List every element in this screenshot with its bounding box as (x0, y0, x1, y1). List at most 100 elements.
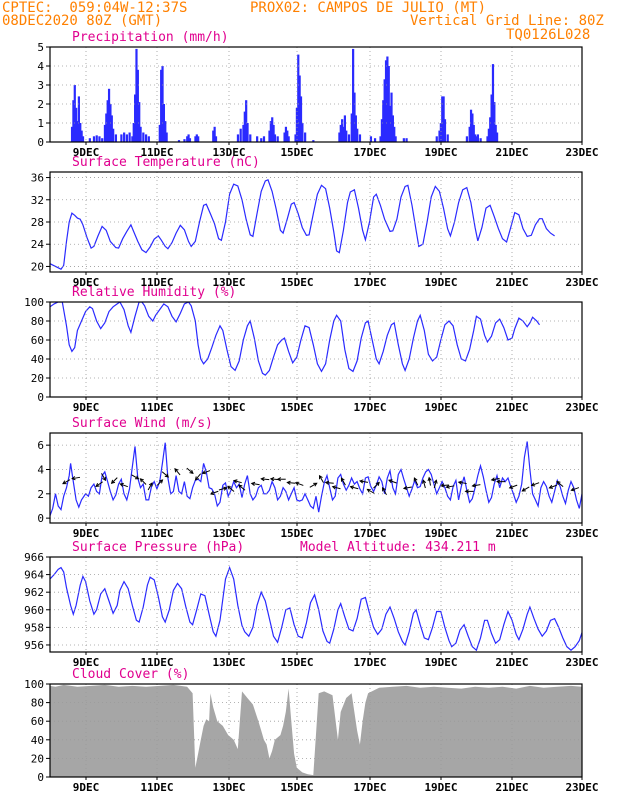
x-tick-label: 9DEC (73, 401, 100, 414)
precip-bar (342, 126, 345, 142)
precip-bar (465, 136, 469, 142)
precip-bar (312, 140, 315, 142)
grid (50, 684, 582, 777)
grid (50, 433, 582, 523)
x-tick-label: 19DEC (424, 276, 457, 289)
y-tick-label: 100 (24, 678, 44, 691)
x-tick-label: 13DEC (212, 401, 245, 414)
y-tick-label: 2 (37, 488, 44, 501)
wind-arrow (174, 468, 181, 476)
panel-title: Surface Pressure (hPa) (72, 540, 244, 555)
precip-bar (268, 130, 271, 142)
precip-bar (298, 75, 301, 142)
precip-bar (269, 121, 272, 142)
precip-bar (394, 136, 397, 142)
wind-arrow (388, 479, 397, 484)
precip-bar (197, 136, 200, 142)
precip-bar (75, 107, 78, 142)
x-tick-label: 17DEC (353, 656, 386, 669)
precip-bar (134, 94, 137, 142)
wind-arrow (521, 486, 530, 492)
precip-bar (383, 79, 386, 142)
panel-title: Cloud Cover (%) (72, 667, 189, 682)
wind-arrow (556, 480, 564, 488)
x-tick-label: 15DEC (280, 527, 313, 540)
x-tick-label: 15DEC (280, 401, 313, 414)
precip-bar (144, 134, 148, 142)
y-tick-label: 24 (31, 238, 45, 251)
precip-bar (147, 136, 150, 142)
wind-arrow (496, 479, 506, 484)
precip-bar (390, 92, 393, 142)
panel-title: Precipitation (mm/h) (72, 30, 229, 45)
wind-arrow (95, 481, 103, 487)
x-tick-label: 19DEC (424, 527, 457, 540)
precip-bar (138, 102, 141, 142)
precip-bar (294, 134, 297, 142)
precip-bar (243, 111, 246, 142)
precip-bar (402, 138, 405, 142)
x-tick-label: 15DEC (280, 276, 313, 289)
y-tick-label: 28 (31, 216, 44, 229)
x-tick-label: 21DEC (495, 276, 528, 289)
plot-area (50, 565, 582, 652)
precip-bar (106, 100, 109, 142)
precip-bar (114, 134, 118, 142)
precip-bar (343, 115, 346, 142)
precip-bar (391, 115, 394, 142)
series-line (50, 565, 582, 652)
precip-bar (273, 134, 277, 142)
precip-bar (213, 126, 216, 142)
precip-bar (120, 134, 123, 142)
precip-bar (139, 126, 142, 142)
x-tick-label: 23DEC (565, 656, 598, 669)
precip-bar (358, 134, 362, 142)
x-tick-label: 13DEC (212, 656, 245, 669)
panel-6: Cloud Cover (%) 0 20 40 60 80 100 9DEC 11DEC 13DE… (24, 667, 598, 794)
precip-bar (77, 96, 80, 142)
y-tick-label: 20 (31, 752, 44, 765)
y-tick-label: 960 (24, 604, 44, 617)
wind-arrow (331, 485, 341, 490)
precip-bar (443, 119, 447, 142)
precip-bar (339, 124, 342, 142)
wind-arrow (131, 474, 140, 480)
precip-bar (295, 107, 299, 142)
wind-arrow (530, 482, 540, 487)
precip-bar (103, 124, 107, 142)
precip-bar (486, 136, 489, 142)
wind-arrow (413, 477, 419, 486)
wind-arrow (147, 482, 153, 491)
y-tick-label: 956 (24, 639, 44, 652)
precip-bar (356, 128, 359, 142)
precip-bar (469, 109, 473, 142)
precip-bar (487, 128, 490, 142)
precip-bar (283, 132, 286, 142)
precip-bar (236, 134, 240, 142)
precip-bar (493, 102, 496, 142)
plot-area (70, 48, 499, 142)
panel-frame (49, 301, 583, 398)
x-tick-label: 23DEC (565, 527, 598, 540)
wind-arrow (201, 470, 211, 475)
precip-bar (242, 124, 245, 142)
precip-bar (354, 115, 357, 142)
panel-frame (49, 432, 583, 524)
wind-arrow (508, 484, 518, 489)
x-tick-label: 21DEC (495, 656, 528, 669)
cloud-cover-area (50, 684, 582, 777)
precip-bar (341, 119, 344, 142)
precip-bar (142, 132, 145, 142)
precip-bar (471, 113, 474, 142)
precip-bar (494, 124, 497, 142)
precip-bar (479, 138, 482, 142)
precip-bar (262, 136, 266, 142)
precip-bar (101, 138, 104, 142)
wind-arrow (373, 481, 380, 489)
y-tick-label: 4 (37, 463, 44, 476)
x-tick-label: 11DEC (140, 276, 173, 289)
precip-bar (187, 134, 190, 142)
wind-arrow (62, 479, 71, 485)
precip-bar (284, 126, 288, 142)
precip-bar (474, 134, 477, 142)
